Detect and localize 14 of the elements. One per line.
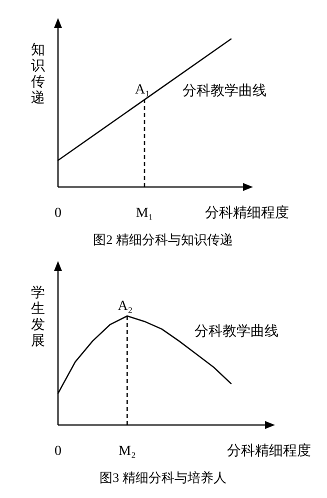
x-tick-label: M₁ bbox=[136, 206, 154, 221]
x-axis-title: 分科精细程度 bbox=[227, 443, 311, 459]
series-label: 分科教学曲线 bbox=[182, 82, 267, 99]
x-axis-title: 分科精细程度 bbox=[205, 205, 289, 221]
annotation: A₁ bbox=[135, 82, 150, 98]
text: 图3 精细分科与培养人 bbox=[100, 470, 226, 485]
x-tick-label: M₂ bbox=[118, 444, 136, 459]
y-axis-title: 学生发展 bbox=[31, 285, 45, 349]
x-tick-label: 0 bbox=[54, 206, 62, 221]
y-axis-title: 知识传递 bbox=[31, 42, 45, 106]
annotation: A₂ bbox=[118, 299, 133, 314]
text: 图2 精细分科与知识传递 bbox=[93, 232, 233, 247]
x-tick-label: 0 bbox=[54, 444, 62, 459]
series-label: 分科教学曲线 bbox=[194, 324, 279, 340]
